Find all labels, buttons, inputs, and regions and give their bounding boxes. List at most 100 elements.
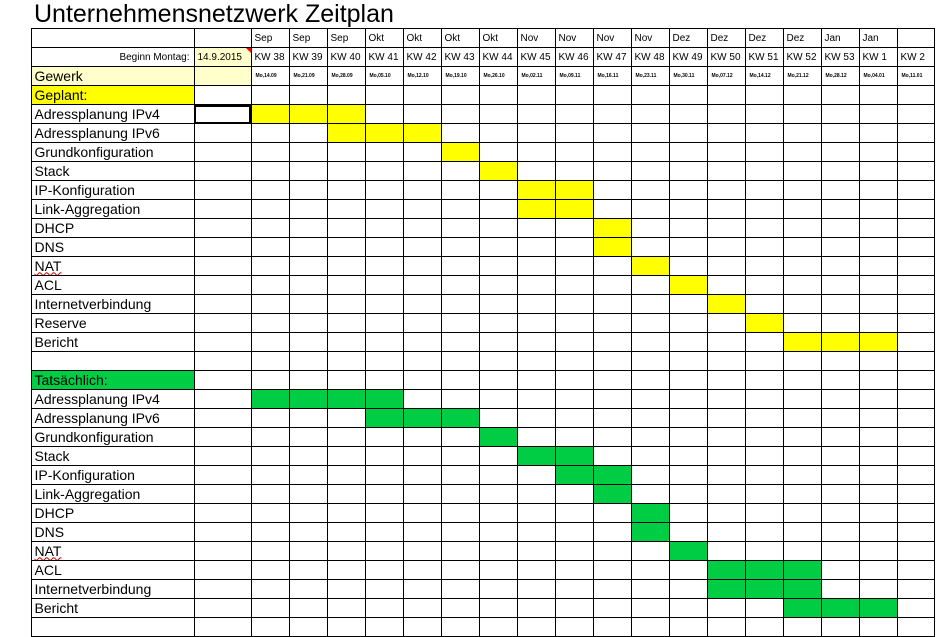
week-slot[interactable] — [668, 199, 708, 219]
week-slot[interactable] — [744, 389, 784, 409]
week-slot[interactable] — [820, 237, 860, 257]
week-slot[interactable] — [706, 85, 746, 105]
week-slot[interactable] — [592, 313, 632, 333]
week-slot[interactable] — [288, 560, 328, 580]
row-header-cell[interactable] — [0, 218, 32, 238]
week-slot[interactable] — [782, 313, 822, 333]
week-slot[interactable] — [288, 237, 328, 257]
week-slot[interactable] — [592, 560, 632, 580]
week-slot[interactable] — [250, 313, 290, 333]
week-slot[interactable] — [858, 541, 898, 561]
week-slot[interactable] — [440, 256, 480, 276]
task-name[interactable]: Adressplanung IPv6 — [30, 123, 195, 143]
week-slot[interactable] — [402, 427, 442, 447]
week-slot[interactable] — [782, 408, 822, 428]
week-slot[interactable] — [402, 560, 442, 580]
week-slot[interactable] — [592, 332, 632, 352]
week-slot[interactable] — [744, 142, 784, 162]
week-slot[interactable] — [744, 522, 784, 542]
task-name[interactable]: IP-Konfiguration — [30, 180, 195, 200]
month-cell[interactable] — [896, 28, 935, 48]
row-header-cell[interactable] — [0, 161, 32, 181]
week-slot[interactable] — [706, 541, 746, 561]
week-slot[interactable] — [896, 104, 935, 124]
week-slot[interactable] — [288, 617, 328, 637]
week-slot[interactable] — [592, 85, 632, 105]
week-slot[interactable] — [326, 598, 366, 618]
date-cell[interactable]: Mo,21.12 — [782, 66, 822, 86]
week-cell[interactable]: KW 44 — [478, 47, 518, 67]
schedule-bar-segment[interactable] — [744, 579, 784, 599]
week-slot[interactable] — [516, 503, 556, 523]
week-cell[interactable]: KW 50 — [706, 47, 746, 67]
week-slot[interactable] — [478, 598, 518, 618]
week-slot[interactable] — [744, 370, 784, 390]
week-slot[interactable] — [402, 313, 442, 333]
week-slot[interactable] — [668, 256, 708, 276]
week-slot[interactable] — [440, 503, 480, 523]
blank-cell[interactable] — [193, 142, 252, 162]
week-slot[interactable] — [668, 446, 708, 466]
schedule-bar-segment[interactable] — [364, 389, 404, 409]
week-slot[interactable] — [668, 484, 708, 504]
week-slot[interactable] — [858, 85, 898, 105]
week-slot[interactable] — [706, 123, 746, 143]
week-slot[interactable] — [858, 522, 898, 542]
week-slot[interactable] — [440, 541, 480, 561]
week-slot[interactable] — [858, 370, 898, 390]
week-slot[interactable] — [668, 617, 708, 637]
week-slot[interactable] — [250, 560, 290, 580]
week-slot[interactable] — [402, 294, 442, 314]
week-slot[interactable] — [478, 541, 518, 561]
week-slot[interactable] — [782, 256, 822, 276]
week-slot[interactable] — [668, 142, 708, 162]
blank-cell[interactable] — [193, 617, 252, 637]
week-slot[interactable] — [630, 161, 670, 181]
week-slot[interactable] — [440, 427, 480, 447]
week-slot[interactable] — [668, 427, 708, 447]
week-slot[interactable] — [516, 256, 556, 276]
week-slot[interactable] — [250, 503, 290, 523]
week-slot[interactable] — [478, 560, 518, 580]
date-cell[interactable]: Mo,23.11 — [630, 66, 670, 86]
week-slot[interactable] — [820, 503, 860, 523]
week-slot[interactable] — [744, 446, 784, 466]
week-slot[interactable] — [706, 142, 746, 162]
week-slot[interactable] — [706, 313, 746, 333]
week-slot[interactable] — [896, 560, 935, 580]
date-cell[interactable]: Mo,14.09 — [250, 66, 290, 86]
month-cell[interactable]: Dez — [744, 28, 784, 48]
week-cell[interactable]: KW 40 — [326, 47, 366, 67]
week-slot[interactable] — [782, 370, 822, 390]
week-slot[interactable] — [896, 332, 935, 352]
week-slot[interactable] — [326, 332, 366, 352]
week-slot[interactable] — [250, 351, 290, 371]
week-slot[interactable] — [402, 370, 442, 390]
begin-date-cell[interactable]: 14.9.2015 — [193, 47, 252, 67]
week-slot[interactable] — [554, 256, 594, 276]
task-name[interactable]: DNS — [30, 522, 195, 542]
blank-cell[interactable] — [30, 617, 195, 637]
row-header-cell[interactable] — [0, 522, 32, 542]
week-slot[interactable] — [554, 294, 594, 314]
schedule-bar-segment[interactable] — [744, 560, 784, 580]
week-slot[interactable] — [668, 237, 708, 257]
schedule-bar-segment[interactable] — [402, 408, 442, 428]
date-cell[interactable]: Mo,05.10 — [364, 66, 404, 86]
week-slot[interactable] — [592, 256, 632, 276]
week-slot[interactable] — [440, 484, 480, 504]
week-slot[interactable] — [364, 617, 404, 637]
week-slot[interactable] — [896, 294, 935, 314]
task-name[interactable]: Grundkonfiguration — [30, 142, 195, 162]
week-slot[interactable] — [630, 104, 670, 124]
task-name[interactable]: Link-Aggregation — [30, 199, 195, 219]
week-slot[interactable] — [706, 370, 746, 390]
week-slot[interactable] — [250, 237, 290, 257]
blank-cell[interactable] — [193, 28, 252, 48]
week-slot[interactable] — [820, 579, 860, 599]
week-slot[interactable] — [668, 598, 708, 618]
week-slot[interactable] — [288, 294, 328, 314]
week-slot[interactable] — [250, 142, 290, 162]
week-slot[interactable] — [858, 427, 898, 447]
week-slot[interactable] — [592, 389, 632, 409]
